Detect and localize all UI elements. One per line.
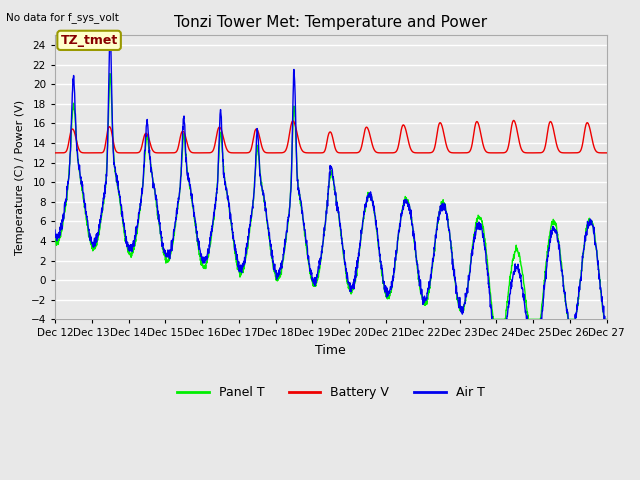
Battery V <box>570 150 577 156</box>
Panel T <box>51 236 59 241</box>
Panel T <box>570 316 577 322</box>
Battery V <box>51 150 59 156</box>
Air T <box>205 249 213 254</box>
Panel T <box>554 240 562 245</box>
Air T <box>554 238 562 243</box>
Air T <box>489 322 497 327</box>
Legend: Panel T, Battery V, Air T: Panel T, Battery V, Air T <box>172 381 490 404</box>
Air T <box>603 322 611 327</box>
Panel T <box>106 71 114 76</box>
Battery V <box>510 118 518 123</box>
Air T <box>359 218 367 224</box>
Battery V <box>124 150 131 156</box>
Text: TZ_tmet: TZ_tmet <box>60 34 118 47</box>
Air T <box>106 37 114 43</box>
Air T <box>570 321 577 327</box>
Y-axis label: Temperature (C) / Power (V): Temperature (C) / Power (V) <box>15 100 25 255</box>
Battery V <box>347 150 355 156</box>
Air T <box>51 227 59 233</box>
Text: No data for f_sys_volt: No data for f_sys_volt <box>6 12 119 23</box>
Air T <box>347 286 355 292</box>
Panel T <box>490 316 497 322</box>
Line: Battery V: Battery V <box>55 120 607 153</box>
Panel T <box>347 288 355 294</box>
Air T <box>492 322 499 327</box>
Battery V <box>492 150 499 156</box>
Panel T <box>492 316 499 322</box>
Battery V <box>603 150 611 156</box>
Line: Panel T: Panel T <box>55 73 607 319</box>
Panel T <box>603 316 611 322</box>
Panel T <box>205 249 213 254</box>
Battery V <box>205 150 213 156</box>
Battery V <box>359 137 367 143</box>
Title: Tonzi Tower Met: Temperature and Power: Tonzi Tower Met: Temperature and Power <box>174 15 488 30</box>
X-axis label: Time: Time <box>316 344 346 357</box>
Panel T <box>359 218 367 224</box>
Line: Air T: Air T <box>55 40 607 324</box>
Battery V <box>554 147 562 153</box>
